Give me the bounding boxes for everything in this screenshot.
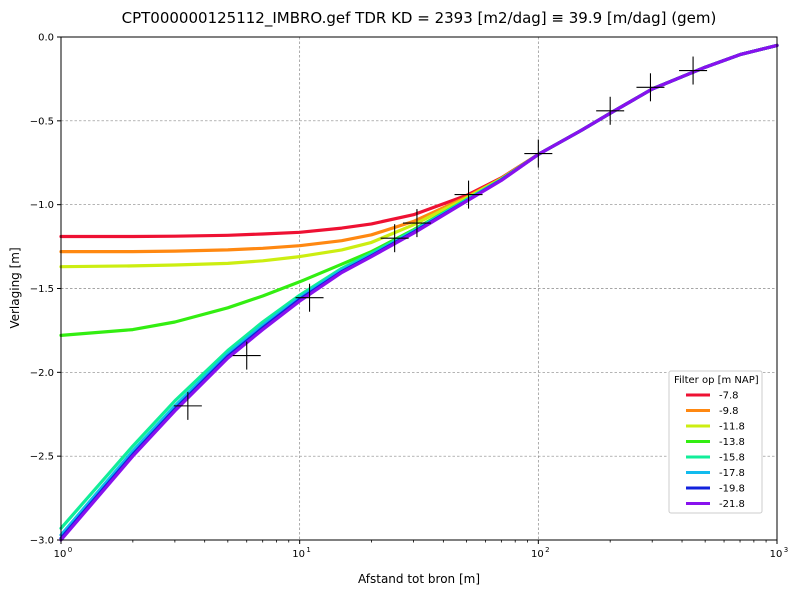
legend-label: -13.8 (719, 437, 745, 448)
x-tick-exponent: 3 (784, 546, 788, 554)
plus-marker (232, 341, 261, 370)
x-tick-label: 10 (54, 549, 67, 560)
plus-marker (295, 283, 324, 312)
y-tick-label: −0.5 (30, 116, 54, 127)
legend-label: -11.8 (719, 422, 745, 433)
plus-marker (679, 56, 708, 85)
series-lines (59, 43, 779, 542)
legend-title: Filter op [m NAP] (674, 375, 759, 386)
x-tick-exponent: 1 (306, 546, 310, 554)
x-tick-label: 10 (531, 549, 544, 560)
plus-marker (596, 96, 625, 125)
x-tick-exponent: 0 (68, 546, 72, 554)
plus-marker (380, 224, 409, 253)
legend-label: -19.8 (719, 484, 745, 495)
legend-label: -7.8 (719, 391, 739, 402)
y-tick-label: −1.0 (30, 200, 54, 211)
x-tick-label: 10 (292, 549, 305, 560)
legend-box (668, 370, 763, 514)
legend-label: -21.8 (719, 499, 745, 510)
legend: Filter op [m NAP] -7.8 -9.8 -11.8 -13.8 -15.… (668, 370, 763, 514)
y-tick-label: −3.0 (30, 536, 54, 547)
plus-marker (524, 139, 553, 168)
y-tick-label: −2.0 (30, 368, 54, 379)
plus-marker (173, 391, 202, 420)
observation-markers (173, 56, 708, 420)
x-tick-label: 10 (770, 549, 783, 560)
series-line (59, 43, 779, 542)
legend-label: -9.8 (719, 406, 739, 417)
chart-title: CPT000000125112_IMBRO.gef TDR KD = 2393 … (122, 9, 717, 28)
plus-marker (454, 180, 483, 209)
legend-label: -15.8 (719, 453, 745, 464)
legend-label: -17.8 (719, 468, 745, 479)
axis-ticks: 10 0 10 1 10 2 10 30.0−0.5−1.0−1.5−2.0−2.5−3.0 (30, 33, 789, 561)
y-tick-label: 0.0 (38, 33, 54, 44)
y-axis-label: Verlaging [m] (8, 247, 22, 328)
y-tick-label: −1.5 (30, 284, 54, 295)
x-tick-exponent: 2 (545, 546, 549, 554)
x-axis-label: Afstand tot bron [m] (358, 572, 480, 586)
plus-marker (402, 209, 431, 238)
plus-marker (636, 73, 665, 102)
legend-items: -7.8 -9.8 -11.8 -13.8 -15.8 -17.8 -19.8 -21.8 (686, 391, 745, 510)
y-tick-label: −2.5 (30, 452, 54, 463)
